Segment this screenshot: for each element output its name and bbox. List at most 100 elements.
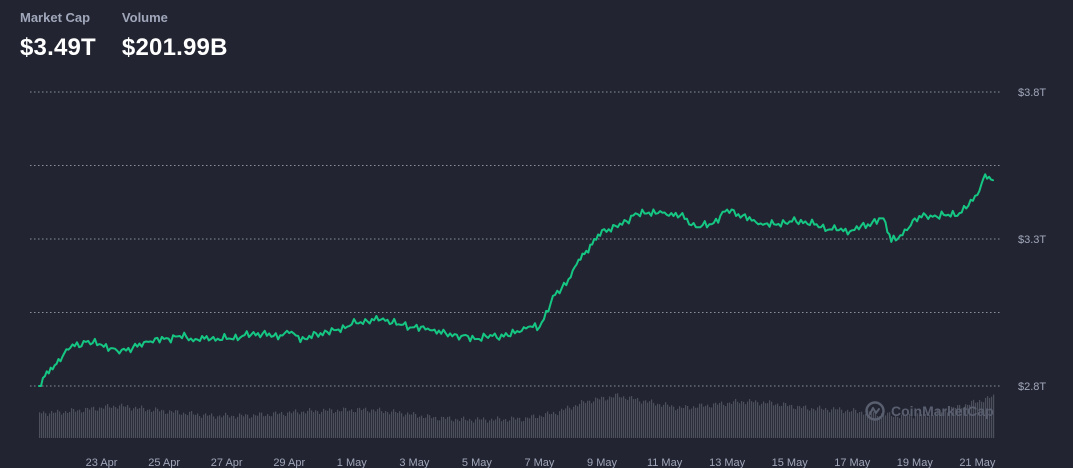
volume-bar	[295, 409, 297, 438]
volume-bar	[241, 414, 243, 438]
volume-bar	[487, 422, 489, 438]
volume-bar	[679, 406, 681, 438]
volume-bar	[985, 397, 987, 438]
header-stats: Market Cap $3.49T Volume $201.99B	[20, 10, 228, 62]
volume-bar	[201, 417, 203, 438]
volume-bar	[391, 411, 393, 438]
volume-bar	[117, 408, 119, 438]
volume-bar	[149, 409, 151, 438]
volume-bar	[609, 396, 611, 438]
volume-bar	[101, 407, 103, 438]
volume-bar	[843, 413, 845, 438]
x-tick-label: 17 May	[834, 457, 871, 468]
grid-lines	[30, 91, 1002, 387]
volume-bar	[629, 396, 631, 438]
volume-bar	[655, 405, 657, 438]
volume-bar	[877, 415, 879, 438]
volume-bar	[639, 401, 641, 438]
volume-bar	[361, 410, 363, 438]
volume-bar	[81, 412, 83, 438]
volume-bar	[871, 413, 873, 438]
volume-bar	[123, 406, 125, 438]
y-tick-label: $3.8T	[1018, 87, 1046, 99]
volume-stat: Volume $201.99B	[122, 10, 228, 62]
volume-bar	[993, 394, 995, 438]
x-tick-label: 27 Apr	[211, 457, 243, 468]
volume-bar	[449, 416, 451, 438]
volume-bar	[495, 419, 497, 438]
volume-bar	[293, 411, 295, 438]
volume-bar	[841, 409, 843, 438]
volume-bar	[73, 408, 75, 438]
volume-bar	[953, 407, 955, 438]
y-tick-label: $3.3T	[1018, 234, 1046, 246]
volume-bar	[91, 407, 93, 438]
volume-bar	[509, 420, 511, 438]
volume-bar	[333, 413, 335, 438]
volume-bar	[699, 403, 701, 438]
volume-bar	[847, 409, 849, 438]
volume-bar	[65, 411, 67, 438]
x-tick-label: 13 May	[709, 457, 746, 468]
market-cap-label: Market Cap	[20, 10, 91, 25]
volume-bar	[891, 416, 893, 438]
volume-label: Volume	[121, 10, 168, 25]
volume-bar	[403, 416, 405, 438]
volume-bar	[947, 412, 949, 438]
volume-bar	[889, 412, 891, 438]
volume-bar	[587, 400, 589, 438]
volume-bar	[921, 414, 923, 438]
x-axis-ticks: 23 Apr 25 Apr 27 Apr 29 Apr 1 May 3 May 5 May 7…	[86, 457, 996, 468]
volume-bar	[425, 417, 427, 438]
volume-bar	[329, 408, 331, 438]
volume-bar	[77, 410, 79, 438]
volume-bar	[373, 409, 375, 438]
volume-bar	[991, 396, 993, 438]
volume-bar	[501, 421, 503, 438]
volume-bar	[239, 413, 241, 438]
volume-bar	[251, 417, 253, 438]
volume-bar	[961, 408, 963, 438]
volume-bar	[163, 410, 165, 438]
volume-bar	[895, 415, 897, 438]
volume-bar	[741, 401, 743, 438]
volume-bar	[155, 407, 157, 438]
volume-bar	[831, 409, 833, 438]
volume-bar	[357, 408, 359, 438]
volume-bar	[801, 408, 803, 438]
volume-bar	[775, 404, 777, 438]
volume-bar	[529, 418, 531, 438]
volume-bar	[883, 414, 885, 438]
volume-bar	[559, 411, 561, 438]
volume-bar	[457, 419, 459, 438]
volume-bar	[703, 406, 705, 438]
volume-bar	[695, 407, 697, 438]
volume-bar	[105, 405, 107, 438]
volume-bar	[493, 420, 495, 438]
volume-bar	[835, 409, 837, 438]
volume-bar	[657, 403, 659, 438]
volume-bar	[599, 399, 601, 438]
volume-bar	[135, 406, 137, 438]
volume-bar	[419, 416, 421, 438]
volume-bar	[63, 412, 65, 438]
volume-bar	[191, 411, 193, 438]
volume-bar	[603, 397, 605, 438]
volume-bar	[839, 407, 841, 438]
price-line[interactable]	[36, 171, 996, 389]
volume-bar	[813, 408, 815, 438]
volume-bar	[317, 411, 319, 438]
volume-bar	[261, 412, 263, 438]
volume-bar	[811, 408, 813, 438]
volume-bar	[765, 403, 767, 438]
market-cap-line[interactable]	[38, 173, 994, 387]
volume-bar	[675, 410, 677, 438]
volume-bar	[297, 412, 299, 438]
volume-bar	[477, 417, 479, 438]
volume-bar	[475, 419, 477, 438]
volume-bar	[665, 402, 667, 438]
volume-bar	[171, 411, 173, 438]
volume-bar	[365, 407, 367, 438]
volume-bar	[521, 421, 523, 438]
